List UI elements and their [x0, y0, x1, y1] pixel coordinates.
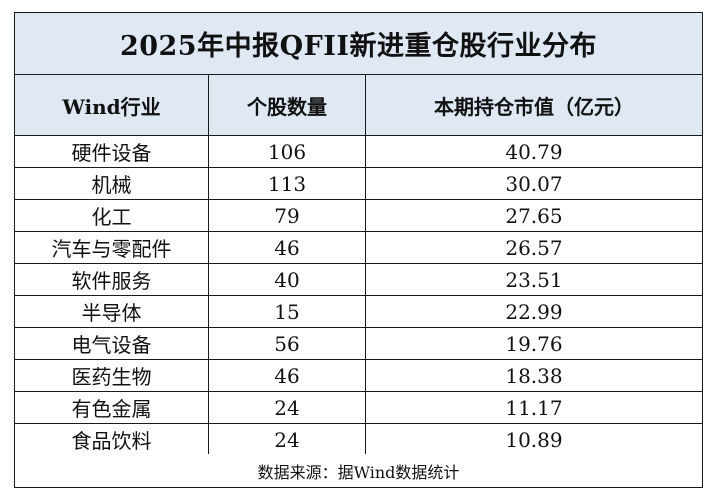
industry-cell: 化工: [15, 200, 209, 231]
value-cell: 26.57: [505, 235, 563, 260]
table-row: 汽车与零配件 46 26.57: [15, 232, 702, 264]
value-cell: 18.38: [505, 363, 563, 388]
count-cell: 113: [209, 168, 366, 199]
value-cell: 10.89: [505, 427, 563, 452]
value-cell: 30.07: [505, 171, 563, 196]
count-cell: 24: [209, 424, 366, 455]
table-row: 机械 113 30.07: [15, 168, 702, 200]
industry-cell: 硬件设备: [15, 136, 209, 167]
header-stock-count: 个股数量: [209, 75, 366, 135]
table-row: 食品饮料 24 10.89: [15, 424, 702, 456]
industry-cell: 半导体: [15, 296, 209, 327]
table-row: 硬件设备 106 40.79: [15, 136, 702, 168]
table-row: 软件服务 40 23.51: [15, 264, 702, 296]
value-cell: 19.76: [505, 331, 563, 356]
value-cell: 40.79: [505, 139, 563, 164]
value-cell: 11.17: [505, 395, 563, 420]
table-row: 有色金属 24 11.17: [15, 392, 702, 424]
count-cell: 106: [209, 136, 366, 167]
data-table: 2025年中报QFII新进重仓股行业分布 Wind行业 个股数量 本期持仓市值（…: [14, 12, 703, 488]
industry-cell: 机械: [15, 168, 209, 199]
industry-cell: 电气设备: [15, 328, 209, 359]
value-cell: 23.51: [505, 267, 563, 292]
table-row: 半导体 15 22.99: [15, 296, 702, 328]
source-note: 数据来源：据Wind数据统计: [15, 454, 702, 487]
count-cell: 24: [209, 392, 366, 423]
count-cell: 15: [209, 296, 366, 327]
table-row: 医药生物 46 18.38: [15, 360, 702, 392]
table-row: 电气设备 56 19.76: [15, 328, 702, 360]
count-cell: 46: [209, 360, 366, 391]
header-holding-value: 本期持仓市值（亿元）: [434, 94, 634, 119]
industry-cell: 医药生物: [15, 360, 209, 391]
industry-cell: 软件服务: [15, 264, 209, 295]
header-industry: Wind行业: [15, 75, 209, 135]
table-header-row: Wind行业 个股数量 本期持仓市值（亿元）: [15, 75, 702, 136]
table-body: 硬件设备 106 40.79 机械 113 30.07 化工 79 27.65 …: [15, 136, 702, 456]
table-title: 2025年中报QFII新进重仓股行业分布: [15, 13, 702, 75]
industry-cell: 汽车与零配件: [15, 232, 209, 263]
table-row: 化工 79 27.65: [15, 200, 702, 232]
count-cell: 79: [209, 200, 366, 231]
industry-cell: 食品饮料: [15, 424, 209, 455]
count-cell: 46: [209, 232, 366, 263]
value-cell: 22.99: [505, 299, 563, 324]
industry-cell: 有色金属: [15, 392, 209, 423]
count-cell: 40: [209, 264, 366, 295]
count-cell: 56: [209, 328, 366, 359]
value-cell: 27.65: [505, 203, 563, 228]
